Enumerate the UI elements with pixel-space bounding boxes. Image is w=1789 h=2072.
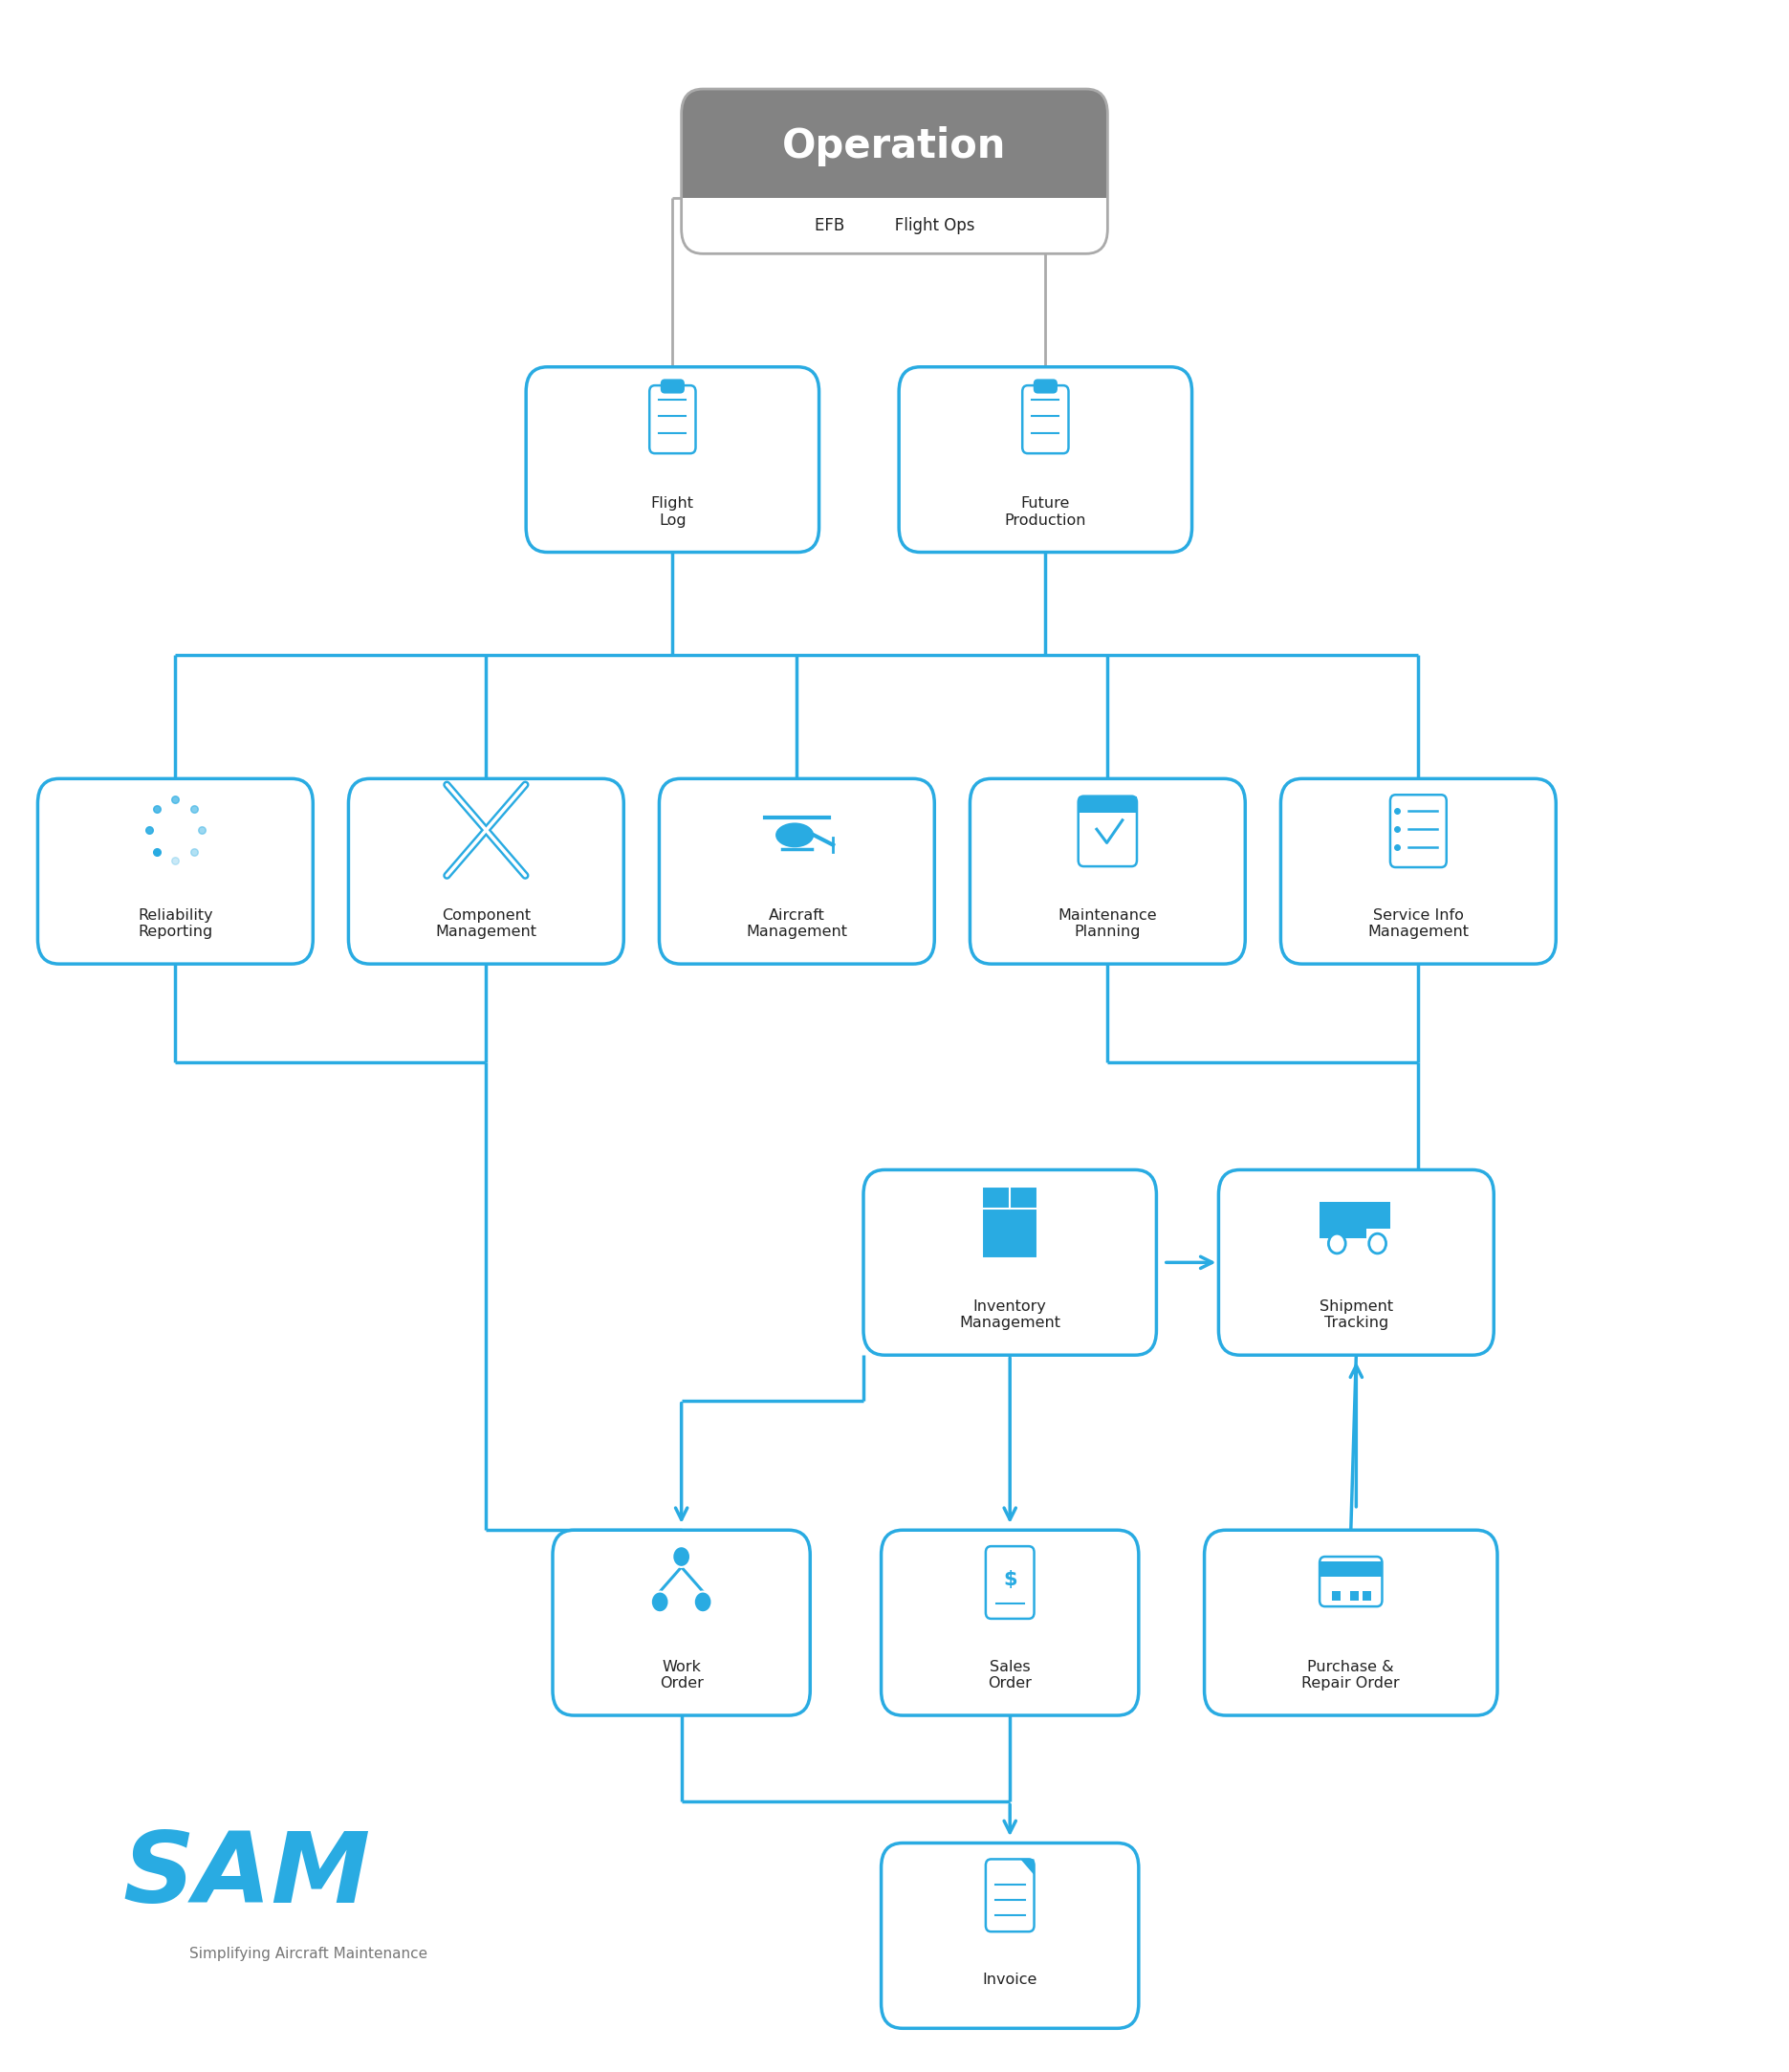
Text: Reliability
Reporting: Reliability Reporting bbox=[138, 908, 213, 939]
FancyBboxPatch shape bbox=[1320, 1556, 1383, 1606]
Text: Aircraft
Management: Aircraft Management bbox=[746, 908, 848, 939]
Text: Operation: Operation bbox=[782, 126, 1007, 166]
FancyBboxPatch shape bbox=[526, 367, 819, 553]
FancyBboxPatch shape bbox=[38, 779, 313, 963]
Polygon shape bbox=[1020, 1859, 1034, 1875]
Bar bbox=[1333, 1591, 1340, 1600]
Bar bbox=[1361, 1591, 1370, 1600]
Bar bbox=[1079, 796, 1136, 812]
FancyBboxPatch shape bbox=[864, 1171, 1156, 1355]
Text: Invoice: Invoice bbox=[982, 1973, 1038, 1987]
Text: Inventory
Management: Inventory Management bbox=[959, 1299, 1061, 1330]
FancyBboxPatch shape bbox=[970, 779, 1245, 963]
Text: Maintenance
Planning: Maintenance Planning bbox=[1057, 908, 1157, 939]
FancyBboxPatch shape bbox=[882, 1529, 1138, 1716]
Bar bbox=[982, 1187, 1038, 1208]
Bar bbox=[682, 197, 1107, 253]
Bar bbox=[1367, 1202, 1390, 1229]
FancyBboxPatch shape bbox=[1218, 1171, 1494, 1355]
Text: SAM: SAM bbox=[122, 1828, 370, 1925]
FancyBboxPatch shape bbox=[662, 379, 683, 394]
Bar bbox=[1320, 1202, 1367, 1239]
FancyBboxPatch shape bbox=[1079, 796, 1136, 866]
Circle shape bbox=[1369, 1233, 1386, 1254]
FancyBboxPatch shape bbox=[1204, 1529, 1497, 1716]
Bar bbox=[982, 1208, 1038, 1258]
Bar bbox=[1320, 1560, 1383, 1577]
FancyBboxPatch shape bbox=[986, 1546, 1034, 1618]
Text: $: $ bbox=[1004, 1571, 1016, 1589]
FancyBboxPatch shape bbox=[553, 1529, 810, 1716]
Bar bbox=[1349, 1591, 1358, 1600]
Text: Future
Production: Future Production bbox=[1005, 497, 1086, 528]
Text: Component
Management: Component Management bbox=[435, 908, 537, 939]
Circle shape bbox=[673, 1546, 691, 1566]
Text: Purchase &
Repair Order: Purchase & Repair Order bbox=[1302, 1660, 1401, 1691]
FancyBboxPatch shape bbox=[898, 367, 1191, 553]
Text: EFB          Flight Ops: EFB Flight Ops bbox=[814, 218, 975, 234]
Ellipse shape bbox=[775, 823, 814, 847]
Text: Simplifying Aircraft Maintenance: Simplifying Aircraft Maintenance bbox=[190, 1948, 428, 1962]
Text: Work
Order: Work Order bbox=[660, 1660, 703, 1691]
Circle shape bbox=[694, 1591, 712, 1612]
FancyBboxPatch shape bbox=[1022, 385, 1068, 454]
Text: Shipment
Tracking: Shipment Tracking bbox=[1318, 1299, 1394, 1330]
FancyBboxPatch shape bbox=[349, 779, 624, 963]
Text: Sales
Order: Sales Order bbox=[988, 1660, 1032, 1691]
FancyBboxPatch shape bbox=[1390, 796, 1447, 868]
FancyBboxPatch shape bbox=[649, 385, 696, 454]
FancyBboxPatch shape bbox=[882, 1842, 1138, 2028]
Circle shape bbox=[1329, 1233, 1345, 1254]
Circle shape bbox=[651, 1591, 669, 1612]
FancyBboxPatch shape bbox=[1281, 779, 1556, 963]
FancyBboxPatch shape bbox=[1034, 379, 1057, 394]
Text: Service Info
Management: Service Info Management bbox=[1367, 908, 1469, 939]
FancyBboxPatch shape bbox=[658, 779, 934, 963]
FancyBboxPatch shape bbox=[682, 89, 1107, 253]
Text: Flight
Log: Flight Log bbox=[651, 497, 694, 528]
FancyBboxPatch shape bbox=[986, 1859, 1034, 1931]
